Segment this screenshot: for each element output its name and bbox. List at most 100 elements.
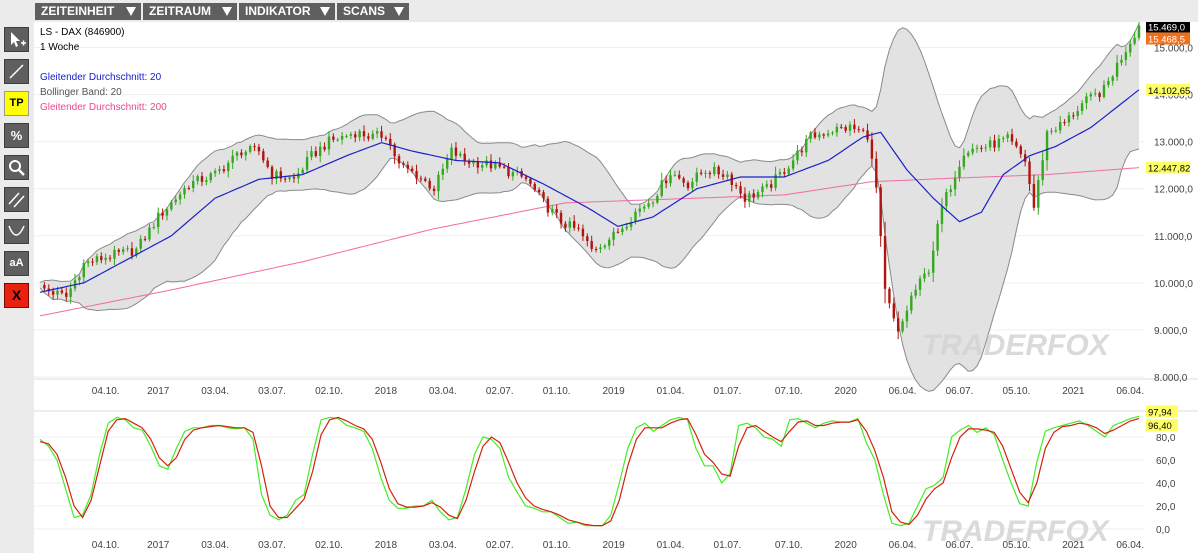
- candle-body: [51, 291, 55, 295]
- candle-body: [450, 147, 453, 159]
- ma20-legend: Gleitender Durchschnitt: 20: [40, 72, 162, 83]
- candle-body: [389, 138, 392, 145]
- date-label: 04.10.: [92, 386, 120, 397]
- delete-drawings-button[interactable]: X: [4, 283, 29, 308]
- candle-body: [761, 186, 764, 193]
- timeframe-label: 1 Woche: [40, 42, 80, 53]
- candle-body: [283, 178, 287, 180]
- candle-body: [152, 227, 156, 229]
- candle-body: [113, 249, 116, 259]
- chart-area: TRADERFOX TRADERFOX 8.000,0 9.000,0 10.000…: [34, 22, 1198, 553]
- parallel-lines-tool-button[interactable]: [4, 187, 29, 212]
- candle-body: [629, 222, 633, 227]
- candle-body: [406, 164, 409, 169]
- menu-scans[interactable]: SCANS: [337, 3, 409, 20]
- candle-body: [511, 171, 515, 177]
- candle-body: [853, 124, 856, 130]
- price-marker-label: 12.447,82: [1148, 164, 1190, 175]
- candle-body: [932, 250, 935, 273]
- stoch-marker-box: [1146, 405, 1178, 418]
- cursor-icon: [11, 32, 26, 47]
- candle-body: [1067, 115, 1071, 123]
- candle-body: [178, 194, 182, 200]
- oscillator-tick-label: 0,0: [1156, 525, 1170, 536]
- menu-zeitraum[interactable]: ZEITRAUM: [143, 3, 237, 20]
- menu-zeiteinheit[interactable]: ZEITEINHEIT: [35, 3, 141, 20]
- text-tool-label: aA: [9, 257, 24, 269]
- candle-body: [108, 257, 112, 259]
- date-label: 01.04.: [657, 386, 685, 397]
- cursor-tool-button[interactable]: [4, 27, 29, 52]
- candle-body: [507, 167, 510, 177]
- candle-body: [472, 161, 475, 164]
- date-label: 03.04.: [429, 386, 457, 397]
- candle-body: [1137, 25, 1141, 38]
- line-tool-button[interactable]: [4, 59, 29, 84]
- candle-body: [599, 247, 602, 250]
- candle-body: [756, 192, 760, 198]
- candle-body: [1089, 94, 1093, 97]
- candle-body: [555, 209, 558, 213]
- candle-body: [437, 174, 440, 192]
- candle-body: [121, 249, 125, 252]
- top-menu-bar: ZEITEINHEIT ZEITRAUM INDIKATOR SCANS: [0, 0, 1198, 22]
- oscillator-date-label: 2018: [375, 540, 398, 551]
- candle-body: [227, 162, 230, 172]
- candle-body: [1085, 96, 1088, 104]
- menu-scans-label: SCANS: [343, 4, 386, 18]
- oscillator-date-label: 02.10.: [315, 540, 343, 551]
- candle-body: [572, 221, 576, 228]
- candle-body: [892, 303, 896, 319]
- candle-body: [848, 124, 852, 131]
- candle-body: [481, 165, 484, 168]
- candle-body: [257, 146, 261, 152]
- candle-body: [647, 203, 650, 207]
- candle-body: [358, 131, 361, 138]
- candle-body: [669, 175, 672, 184]
- candle-body: [704, 172, 707, 174]
- candle-body: [69, 288, 72, 297]
- candle-body: [1080, 103, 1084, 111]
- candle-body: [551, 209, 554, 213]
- candle-body: [262, 151, 265, 161]
- candle-body: [371, 133, 374, 139]
- candle-body: [410, 168, 414, 171]
- zoom-tool-button[interactable]: [4, 155, 29, 180]
- candle-body: [783, 172, 786, 174]
- candle-body: [270, 166, 274, 179]
- candle-body: [918, 278, 922, 290]
- oscillator-date-label: 2019: [602, 540, 625, 551]
- oscillator-date-label: 01.07.: [714, 540, 742, 551]
- arc-tool-button[interactable]: [4, 219, 29, 244]
- candle-body: [594, 249, 598, 250]
- candle-body: [682, 178, 685, 183]
- candle-body: [840, 126, 843, 128]
- candle-body: [831, 132, 834, 134]
- text-tool-button[interactable]: aA: [4, 251, 29, 276]
- candle-body: [349, 134, 353, 136]
- percent-tool-button[interactable]: %: [4, 123, 29, 148]
- candle-body: [100, 256, 103, 261]
- stoch-marker-label: 97,94: [1148, 407, 1172, 418]
- menu-indikator[interactable]: INDIKATOR: [239, 3, 335, 20]
- oscillator-date-label: 2021: [1062, 540, 1085, 551]
- candle-body: [1010, 134, 1014, 142]
- bollinger-upper-line: [39, 23, 1140, 283]
- candle-body: [424, 178, 427, 181]
- candle-body: [695, 172, 698, 182]
- candle-body: [393, 144, 396, 157]
- candle-body: [135, 248, 138, 256]
- candle-body: [463, 153, 466, 161]
- candle-body: [170, 202, 173, 210]
- price-tick-label: 14.000,0: [1154, 91, 1193, 102]
- price-marker-box: [1146, 22, 1190, 33]
- candle-body: [441, 168, 445, 175]
- candle-body: [82, 263, 85, 278]
- candle-body: [248, 146, 252, 152]
- candle-body: [861, 129, 865, 131]
- candle-body: [914, 289, 917, 296]
- bollinger-legend: Bollinger Band: 20: [40, 87, 122, 98]
- candle-body: [564, 223, 567, 228]
- tp-tool-button[interactable]: TP: [4, 91, 29, 116]
- candle-body: [923, 273, 926, 279]
